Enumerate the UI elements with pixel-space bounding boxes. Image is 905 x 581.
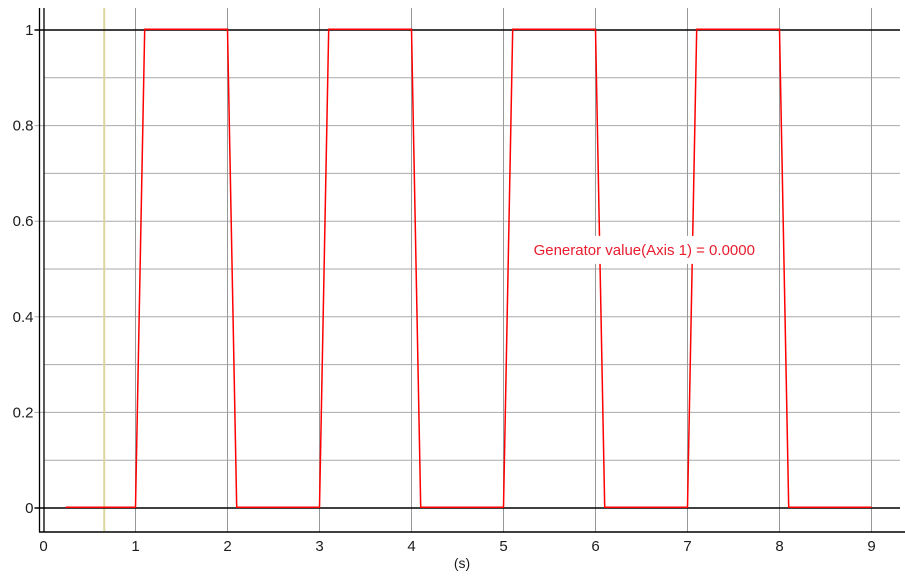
x-tick-label: 4 <box>407 538 415 555</box>
x-tick-label: 2 <box>223 538 231 555</box>
annotation-background <box>532 235 757 264</box>
y-tick-label: 0 <box>25 500 33 517</box>
x-tick-label: 3 <box>315 538 323 555</box>
y-tick-label: 0.8 <box>13 118 34 135</box>
x-tick-label: 6 <box>591 538 599 555</box>
x-axis-unit-label: (s) <box>454 555 470 571</box>
x-tick-label: 8 <box>775 538 783 555</box>
y-tick-label: 0.6 <box>13 213 34 230</box>
signal-trace <box>65 28 872 508</box>
x-tick-label: 0 <box>39 538 47 555</box>
x-tick-label: 9 <box>867 538 875 555</box>
annotation-text[interactable]: Generator value(Axis 1) = 0.0000 <box>534 242 755 259</box>
x-tick-label: 7 <box>683 538 691 555</box>
y-tick-label: 0.4 <box>13 309 34 326</box>
y-tick-label: 1 <box>25 22 33 39</box>
y-tick-label: 0.2 <box>13 404 34 421</box>
x-tick-label: 1 <box>131 538 139 555</box>
x-tick-label: 5 <box>499 538 507 555</box>
